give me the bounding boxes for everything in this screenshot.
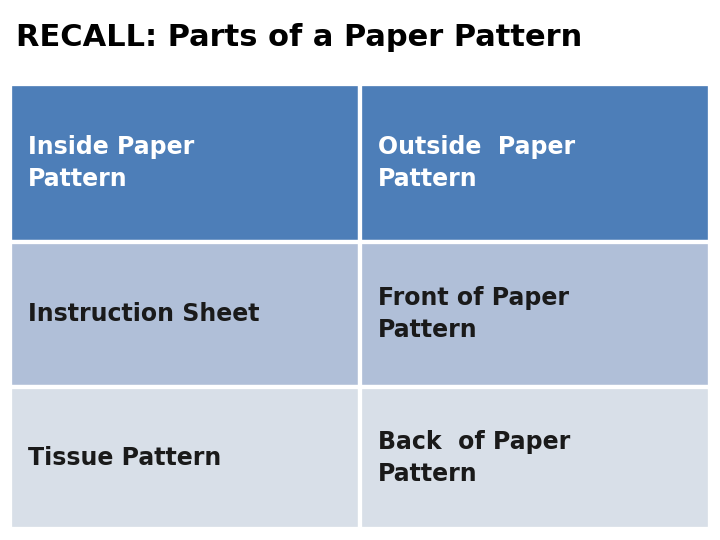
Text: Tissue Pattern: Tissue Pattern bbox=[28, 446, 221, 470]
Text: Back  of Paper
Pattern: Back of Paper Pattern bbox=[378, 430, 570, 485]
Text: RECALL: Parts of a Paper Pattern: RECALL: Parts of a Paper Pattern bbox=[16, 23, 582, 52]
Bar bbox=[10, 242, 360, 387]
Bar bbox=[360, 84, 710, 242]
Bar bbox=[10, 387, 360, 529]
Bar bbox=[10, 84, 360, 242]
Text: Inside Paper
Pattern: Inside Paper Pattern bbox=[28, 135, 194, 191]
Text: Instruction Sheet: Instruction Sheet bbox=[28, 302, 260, 326]
Text: Outside  Paper
Pattern: Outside Paper Pattern bbox=[378, 135, 575, 191]
Bar bbox=[360, 387, 710, 529]
Bar bbox=[360, 242, 710, 387]
Text: Front of Paper
Pattern: Front of Paper Pattern bbox=[378, 286, 569, 342]
